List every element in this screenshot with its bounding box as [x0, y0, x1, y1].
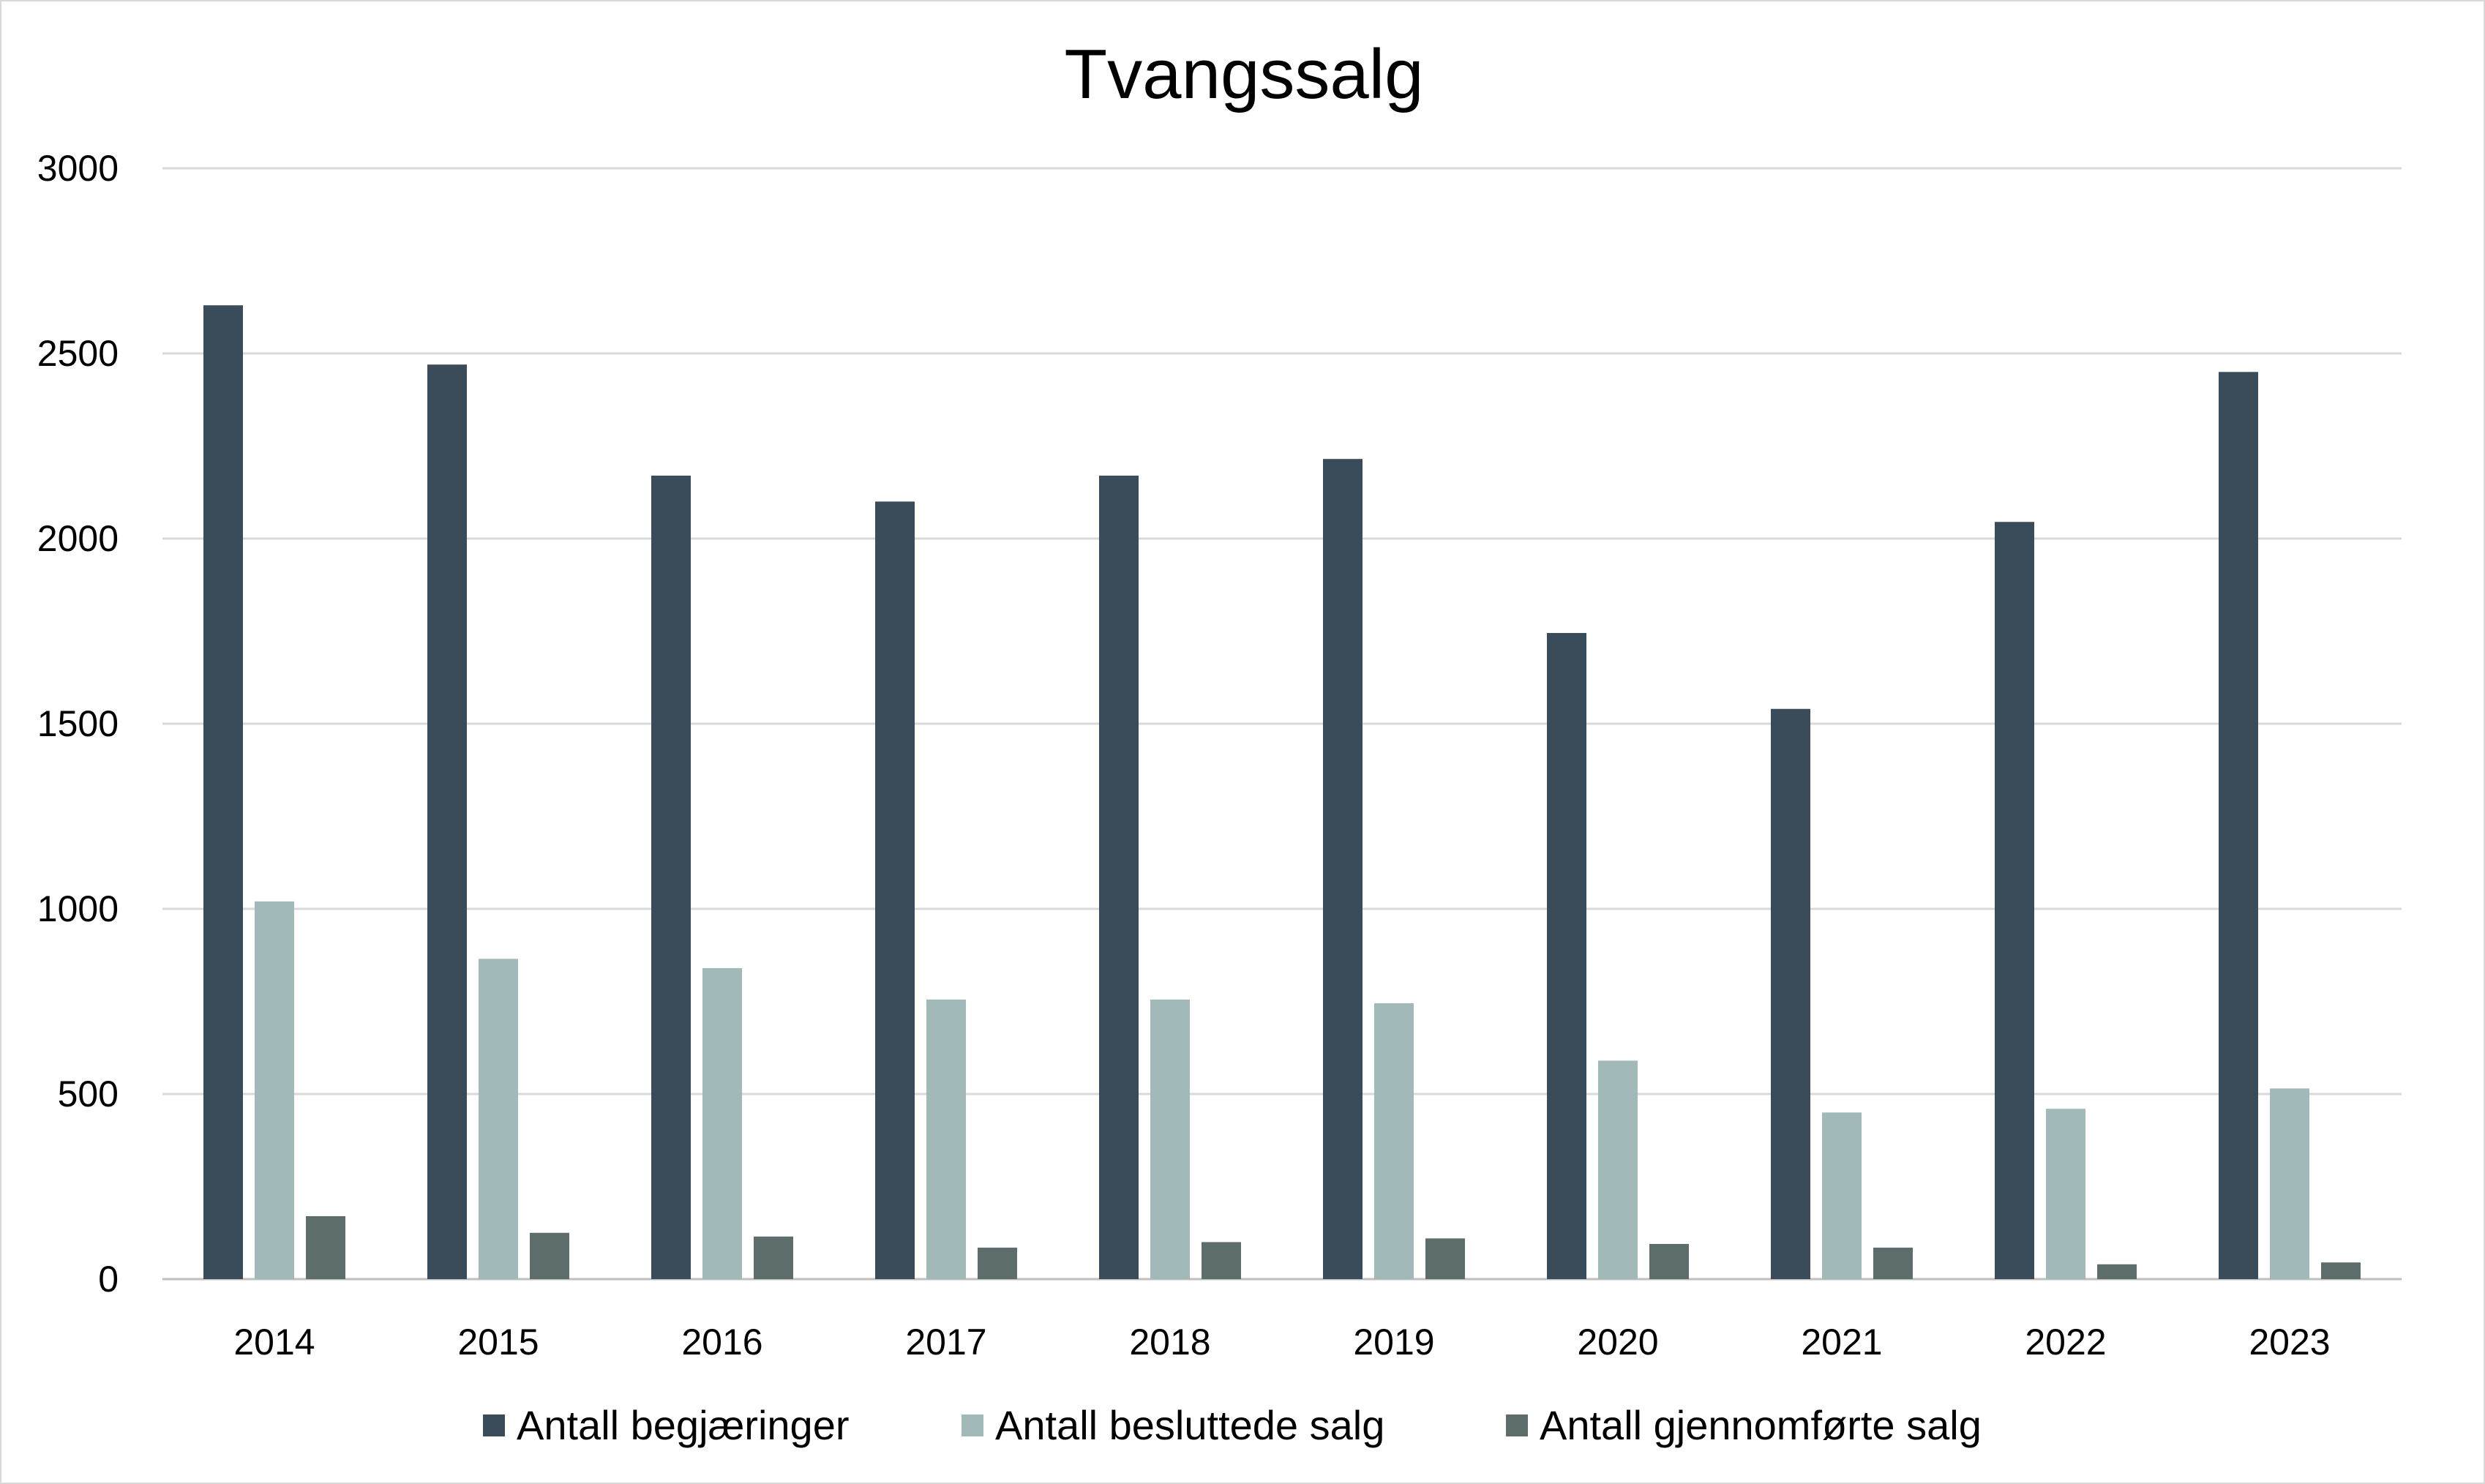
- legend-swatch: [1506, 1414, 1528, 1436]
- x-tick-label: 2023: [2249, 1322, 2330, 1363]
- bar-2018-series-3: [1202, 1242, 1241, 1279]
- bar-2014-series-2: [255, 901, 294, 1279]
- x-tick-label: 2019: [1353, 1322, 1434, 1363]
- bar-2018-series-2: [1150, 999, 1190, 1279]
- x-tick-label: 2015: [457, 1322, 539, 1363]
- legend-swatch: [962, 1414, 983, 1436]
- bar-2015-series-3: [530, 1232, 569, 1279]
- x-tick-label: 2018: [1129, 1322, 1210, 1363]
- legend: Antall begjæringer Antall besluttede salg…: [483, 1402, 1982, 1448]
- bar-2021-series-2: [1822, 1112, 1862, 1279]
- legend-swatch: [483, 1414, 505, 1436]
- y-tick-label: 2000: [37, 518, 119, 559]
- y-axis-ticks: 0 500 1000 1500 2000 2500 3000: [37, 148, 119, 1300]
- bar-2014-series-1: [203, 305, 243, 1280]
- x-tick-label: 2022: [2025, 1322, 2106, 1363]
- y-tick-label: 2500: [37, 333, 119, 374]
- chart-title: Tvangssalg: [1065, 35, 1424, 113]
- bar-2017-series-1: [875, 501, 915, 1279]
- y-tick-label: 1000: [37, 888, 119, 929]
- bar-2021-series-1: [1771, 708, 1810, 1279]
- legend-label: Antall gjennomførte salg: [1540, 1402, 1982, 1448]
- bar-2016-series-3: [754, 1236, 793, 1279]
- bar-2023-series-2: [2270, 1088, 2309, 1279]
- legend-label: Antall besluttede salg: [995, 1402, 1384, 1448]
- bar-2019-series-3: [1425, 1238, 1465, 1279]
- bar-2019-series-2: [1374, 1003, 1414, 1279]
- x-axis-ticks: 2014 2015 2016 2017 2018 2019 2020 2021 2022 2023: [233, 1322, 2330, 1363]
- bar-2016-series-2: [702, 967, 742, 1279]
- x-tick-label: 2016: [681, 1322, 762, 1363]
- gridlines: [162, 167, 2402, 1281]
- bar-2019-series-1: [1323, 459, 1363, 1280]
- y-tick-label: 500: [58, 1073, 119, 1114]
- bar-2015-series-2: [479, 959, 518, 1279]
- bar-2022-series-3: [2097, 1264, 2137, 1279]
- bar-2020-series-1: [1547, 633, 1586, 1279]
- bar-2023-series-1: [2219, 372, 2258, 1279]
- y-tick-label: 0: [98, 1259, 119, 1300]
- y-tick-label: 1500: [37, 703, 119, 744]
- x-tick-label: 2020: [1577, 1322, 1658, 1363]
- bar-2017-series-3: [978, 1247, 1017, 1279]
- bar-2021-series-3: [1873, 1247, 1913, 1279]
- bar-2022-series-2: [2046, 1109, 2085, 1279]
- bar-2014-series-3: [306, 1215, 345, 1279]
- bar-2023-series-3: [2321, 1262, 2361, 1279]
- x-tick-label: 2017: [905, 1322, 986, 1363]
- bar-2020-series-3: [1649, 1243, 1689, 1279]
- x-tick-label: 2014: [233, 1322, 315, 1363]
- bar-2017-series-2: [926, 999, 966, 1279]
- bar-2020-series-2: [1598, 1060, 1638, 1279]
- bar-2022-series-1: [1995, 522, 2034, 1279]
- x-tick-label: 2021: [1801, 1322, 1882, 1363]
- bars: [203, 305, 2361, 1280]
- legend-label: Antall begjæringer: [517, 1402, 849, 1448]
- bar-2016-series-1: [651, 475, 691, 1279]
- y-tick-label: 3000: [37, 148, 119, 189]
- bar-2015-series-1: [427, 364, 467, 1280]
- bar-2018-series-1: [1099, 475, 1139, 1279]
